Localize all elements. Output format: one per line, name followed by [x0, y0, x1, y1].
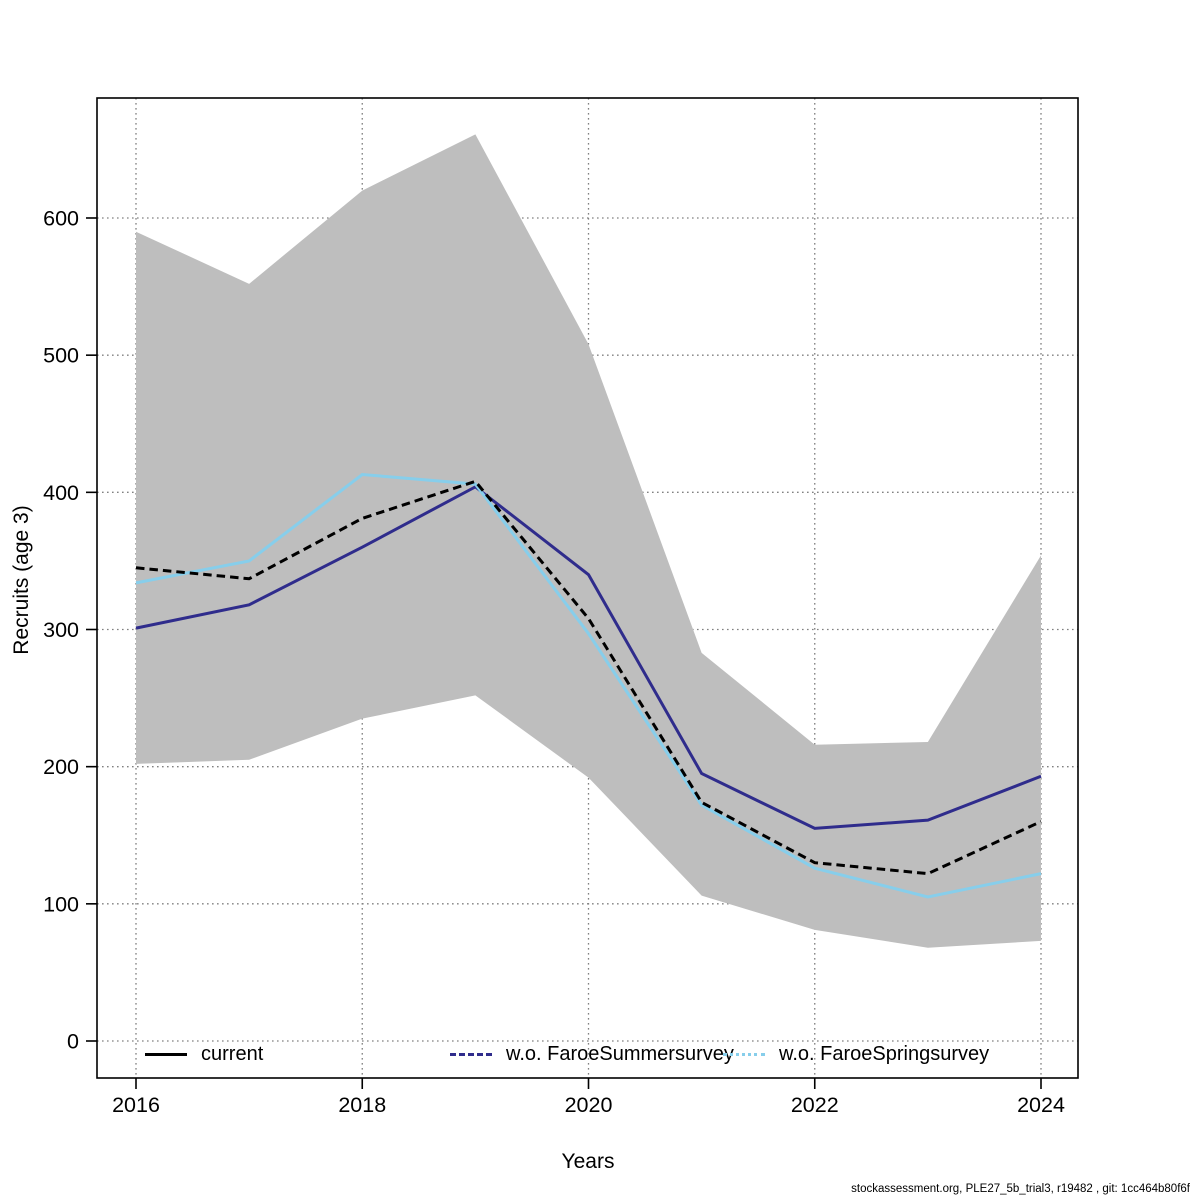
- line-w-o-faroesummersurvey: [135, 485, 1042, 830]
- y-tick-label: 200: [43, 755, 79, 779]
- legend-entry-current: current: [145, 1041, 263, 1067]
- y-tick-label: 600: [43, 206, 79, 230]
- y-tick-label: 300: [43, 618, 79, 642]
- legend-entry-wo-faroesummersurvey: w.o. FaroeSummersurvey: [450, 1041, 734, 1067]
- y-tick-label: 100: [43, 892, 79, 916]
- y-tick-label: 0: [67, 1030, 79, 1054]
- plot-border: [96, 97, 1079, 1079]
- footer-run-info: stockassessment.org, PLE27_5b_trial3, r1…: [851, 1183, 1190, 1195]
- x-tick-label: 2020: [565, 1093, 613, 1117]
- legend-label: w.o. FaroeSpringsurvey: [779, 1042, 990, 1065]
- line-w-o-faroespringsurvey: [135, 472, 1042, 899]
- y-tick-label: 400: [43, 481, 79, 505]
- legend-line-sample-wo-faroespringsurvey: [723, 1052, 765, 1056]
- legend-label: w.o. FaroeSummersurvey: [506, 1042, 734, 1065]
- legend-entry-wo-faroespringsurvey: w.o. FaroeSpringsurvey: [723, 1041, 989, 1067]
- x-axis-label: Years: [561, 1150, 615, 1173]
- legend-line-sample-wo-faroesummersurvey: [450, 1052, 492, 1056]
- confidence-band: [136, 134, 1041, 948]
- y-axis-label: Recruits (age 3): [10, 505, 33, 655]
- x-tick-label: 2022: [791, 1093, 839, 1117]
- legend-line-sample-current: [145, 1052, 187, 1056]
- legend-label: current: [201, 1042, 264, 1065]
- y-tick-label: 500: [43, 344, 79, 368]
- x-tick-label: 2024: [1017, 1093, 1065, 1117]
- line-current: [135, 479, 1042, 876]
- x-tick-label: 2016: [112, 1093, 160, 1117]
- x-tick-label: 2018: [338, 1093, 386, 1117]
